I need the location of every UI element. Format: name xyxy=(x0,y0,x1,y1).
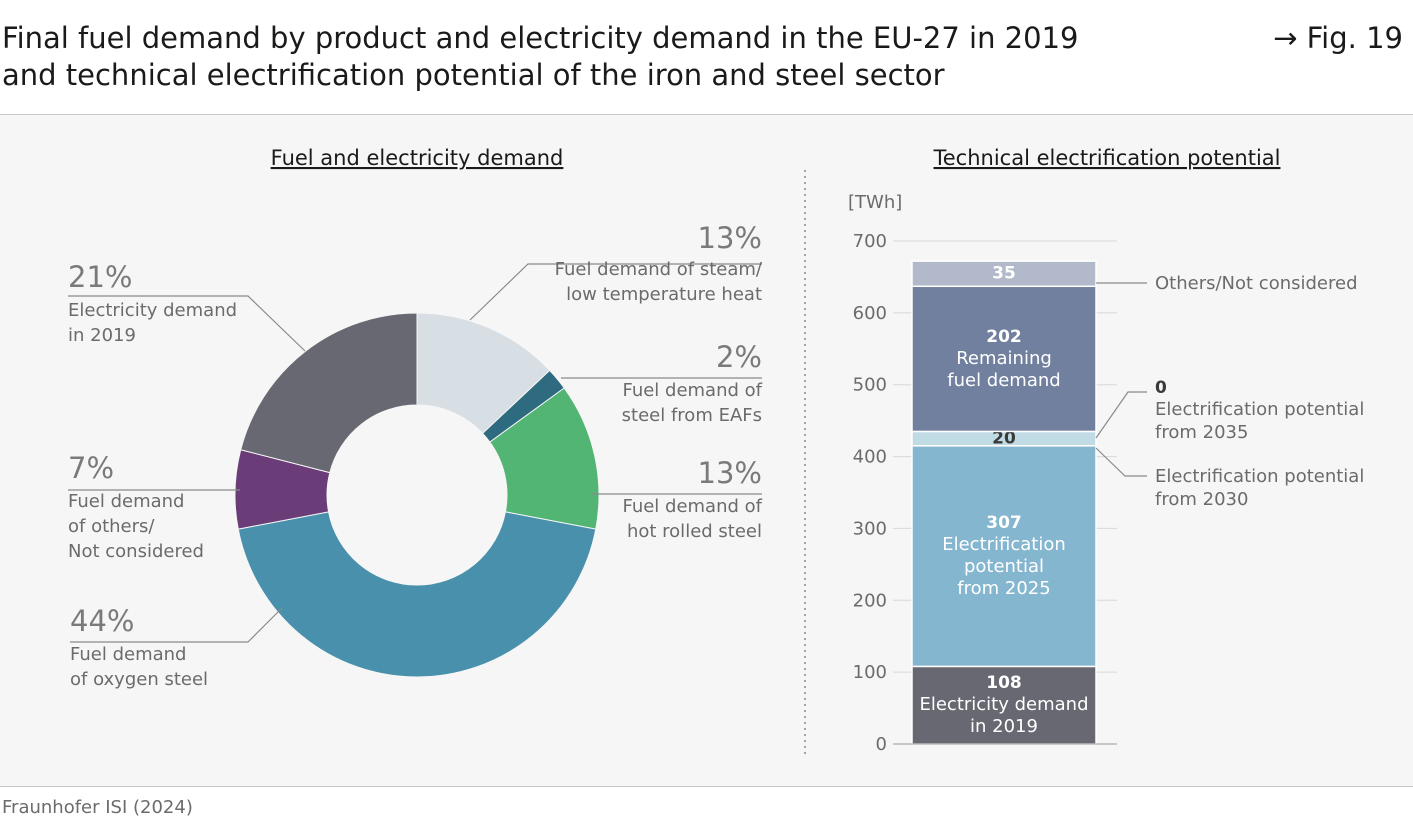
leader-line-5 xyxy=(68,295,306,352)
slice-description-label: low temperature heat xyxy=(566,284,762,305)
stacked-bar-chart: Technical electrification potential [TWh]… xyxy=(848,146,1364,755)
leader-line-0 xyxy=(469,263,762,321)
slice-description-label: Fuel demand xyxy=(70,644,186,665)
bar-value-label: 35 xyxy=(992,264,1016,284)
slice-description-label: Electricity demand xyxy=(68,300,237,321)
bar-segment-label: fuel demand xyxy=(947,370,1060,391)
y-tick-label: 700 xyxy=(853,231,887,252)
y-tick-label: 600 xyxy=(853,303,887,324)
y-tick-label: 100 xyxy=(853,662,887,683)
callout-label: Electrification potential xyxy=(1155,466,1364,487)
y-tick-label: 400 xyxy=(853,447,887,468)
bar-segment-label: Remaining xyxy=(956,348,1052,369)
chart-panel xyxy=(0,115,1413,786)
callout-line-2 xyxy=(1095,447,1147,477)
slice-percent-label: 2% xyxy=(716,340,762,374)
slice-percent-label: 21% xyxy=(68,260,132,294)
slice-description-label: steel from EAFs xyxy=(622,405,762,426)
bar-value-label: 0 xyxy=(1155,378,1167,398)
bar-segment-1 xyxy=(911,445,1097,668)
y-axis-unit: [TWh] xyxy=(848,192,902,213)
callout-line-3 xyxy=(1095,391,1147,439)
bar-segment-label: potential xyxy=(964,556,1044,577)
slice-percent-label: 44% xyxy=(70,604,134,638)
source-note: Fraunhofer ISI (2024) xyxy=(2,797,193,818)
y-tick-label: 0 xyxy=(876,734,887,755)
slice-description-label: Fuel demand of xyxy=(622,496,762,517)
callout-label: Electrification potential xyxy=(1155,399,1364,420)
slice-description-label: Fuel demand of steam/ xyxy=(555,259,763,280)
bar-segment-label: Electrification xyxy=(942,534,1066,555)
bar-segment-label: Electricity demand xyxy=(919,694,1088,715)
bar-value-label: 108 xyxy=(986,673,1022,693)
slice-percent-label: 13% xyxy=(698,221,762,255)
donut-chart: Fuel and electricity demand 13% Fuel deman… xyxy=(68,146,763,690)
footer: Fraunhofer ISI (2024) xyxy=(0,786,1413,829)
slice-description-label: Not considered xyxy=(68,541,204,562)
slice-description-label: in 2019 xyxy=(68,325,136,346)
bar-segment-label: in 2019 xyxy=(970,716,1038,737)
slice-percent-label: 7% xyxy=(68,451,114,485)
callout-label: Others/Not considered xyxy=(1155,273,1358,294)
donut-slice-5 xyxy=(240,312,418,474)
header: Final fuel demand by product and electri… xyxy=(0,0,1413,115)
callout-label: from 2030 xyxy=(1155,489,1248,510)
figure-title-line2: and technical electrification potential … xyxy=(2,58,945,92)
bar-segment-5 xyxy=(911,260,1097,288)
bar-segment-label: from 2025 xyxy=(957,578,1050,599)
slice-description-label: of others/ xyxy=(68,516,155,537)
figure-title: Final fuel demand by product and electri… xyxy=(2,20,1078,94)
bar-value-label: 202 xyxy=(986,327,1022,347)
chart-canvas: Fuel and electricity demand 13% Fuel deman… xyxy=(68,146,1364,755)
bar-chart-title: Technical electrification potential xyxy=(933,146,1281,170)
slice-description-label: of oxygen steel xyxy=(70,669,208,690)
slice-description-label: Fuel demand xyxy=(68,491,184,512)
bar-segment-4 xyxy=(911,285,1097,433)
y-tick-label: 500 xyxy=(853,375,887,396)
bar-value-label: 20 xyxy=(992,429,1016,449)
figure-title-line1: Final fuel demand by product and electri… xyxy=(2,21,1079,55)
slice-description-label: Fuel demand of xyxy=(622,380,762,401)
bar-segment-0 xyxy=(911,665,1097,745)
leader-line-3 xyxy=(70,607,283,643)
bar-value-label: 307 xyxy=(986,513,1022,533)
callout-label: from 2035 xyxy=(1155,422,1248,443)
donut-title: Fuel and electricity demand xyxy=(271,146,564,170)
donut-slice-3 xyxy=(237,511,597,678)
y-tick-label: 200 xyxy=(853,590,887,611)
y-tick-label: 300 xyxy=(853,518,887,539)
slice-percent-label: 13% xyxy=(698,456,762,490)
figure-reference: → Fig. 19 xyxy=(1273,21,1403,55)
slice-description-label: hot rolled steel xyxy=(627,521,762,542)
